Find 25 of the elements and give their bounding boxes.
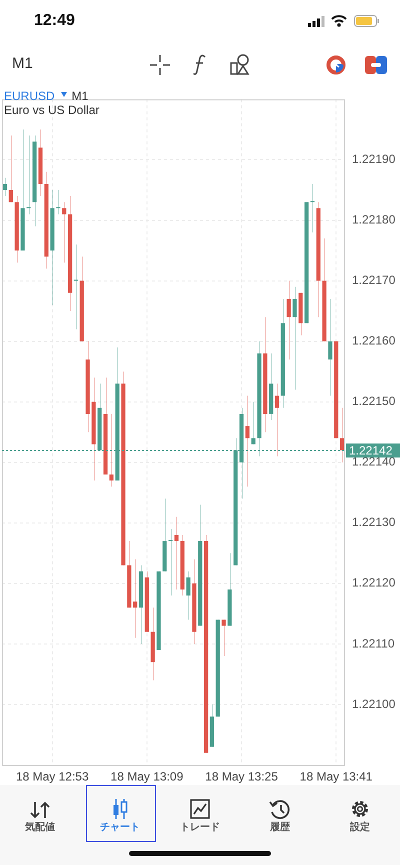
y-tick-label: 1.22140 — [352, 454, 396, 469]
y-tick-label: 1.22190 — [352, 152, 396, 166]
text: 気配値 — [24, 820, 56, 834]
chart-title: EURUSD — [4, 89, 55, 103]
x-tick-label: 18 May 13:09 — [110, 770, 184, 784]
text: 設定 — [348, 820, 371, 834]
text: M1 — [12, 55, 33, 72]
y-tick-label: 1.22150 — [352, 394, 396, 408]
y-tick-label: 1.22130 — [352, 515, 396, 530]
y-tick-label: 1.22110 — [352, 636, 395, 650]
y-tick-label: 1.22180 — [352, 212, 396, 227]
text: 履歴 — [269, 820, 291, 834]
y-tick-label: 1.22170 — [352, 273, 396, 288]
y-tick-label: 1.22160 — [352, 334, 396, 348]
y-tick-label: 1.22120 — [352, 576, 396, 590]
text: トレード — [179, 821, 221, 834]
x-tick-label: 18 May 13:25 — [205, 770, 278, 784]
x-tick-label: 18 May 12:53 — [16, 770, 89, 784]
ref-line-label: 1.22142 — [349, 443, 393, 458]
y-tick-label: 1.22100 — [352, 696, 396, 711]
annotation: M1 — [72, 89, 88, 103]
x-tick-label: 18 May 13:41 — [300, 770, 373, 784]
text: チャート — [99, 821, 141, 834]
chart-subtitle: Euro vs US Dollar — [4, 103, 100, 117]
text: 12:49 — [34, 12, 75, 30]
